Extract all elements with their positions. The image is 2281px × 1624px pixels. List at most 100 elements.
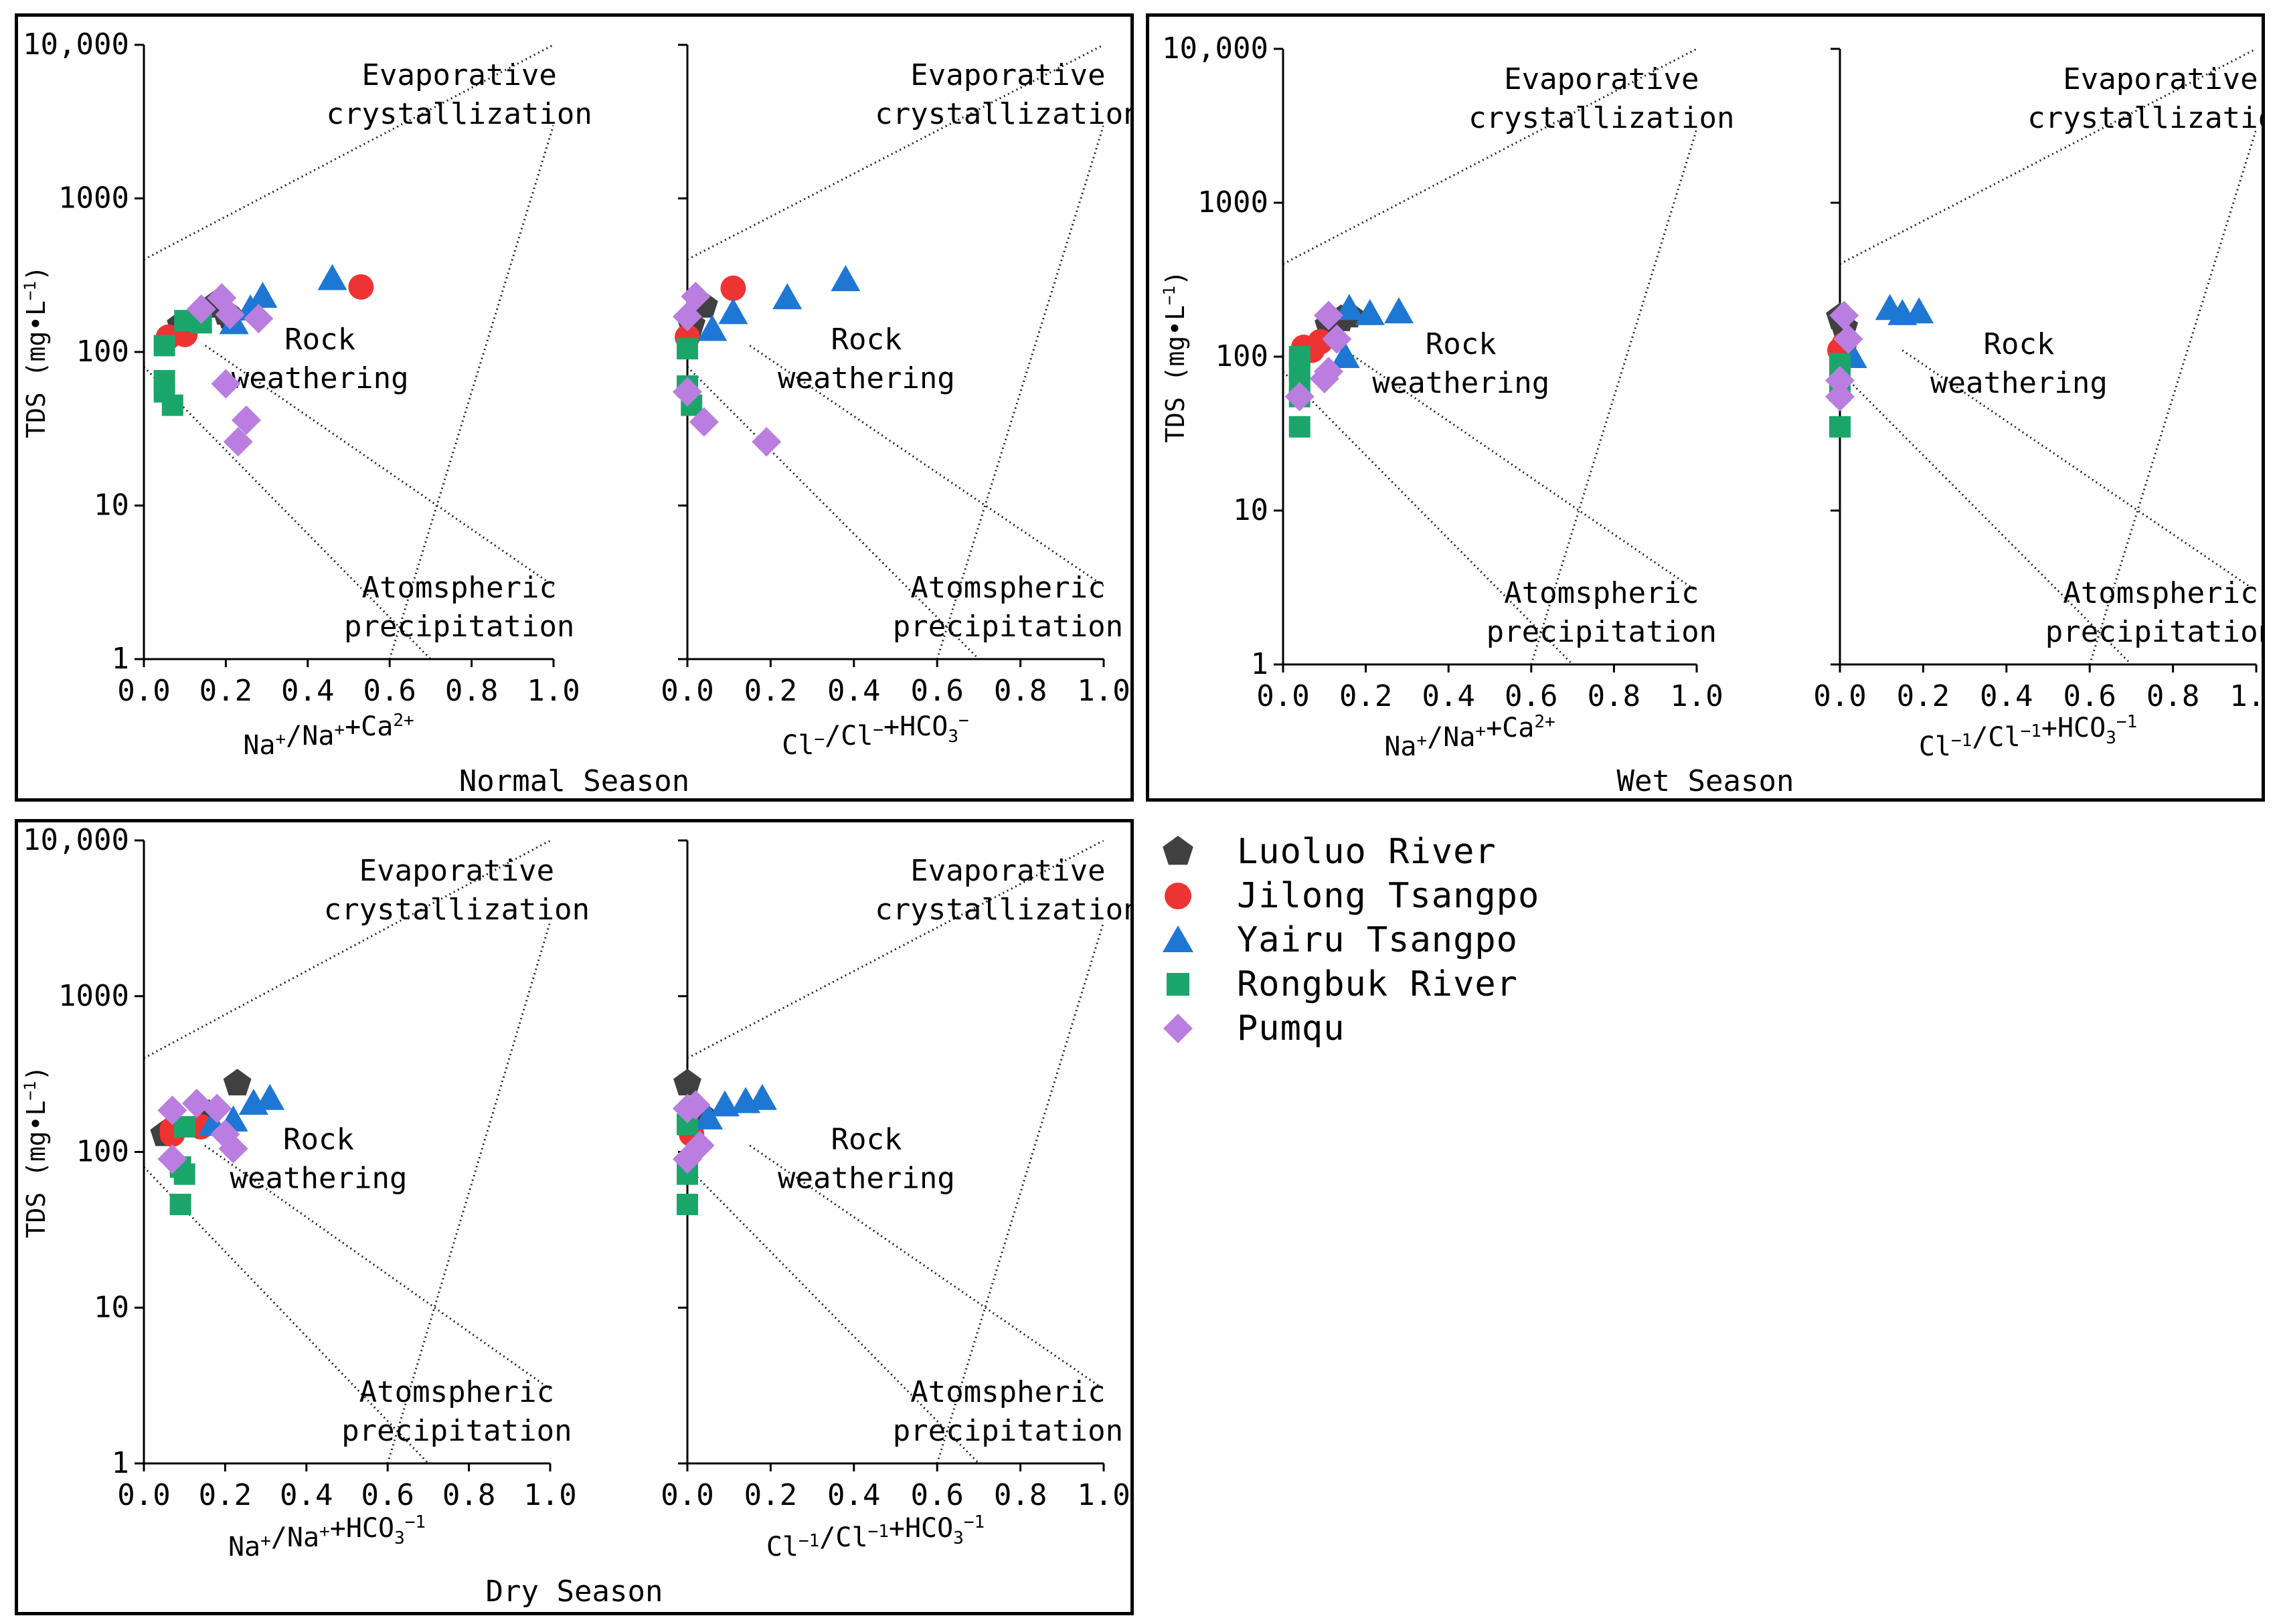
series-rongbuk-river [153, 310, 212, 416]
data-point [1313, 300, 1343, 331]
x-tick-label: 0.2 [1897, 679, 1950, 713]
y-axis-label: TDS (mg•L−1) [21, 1066, 51, 1239]
x-tick-label: 0.4 [280, 1478, 333, 1512]
x-tick-label: 0.2 [744, 1478, 797, 1512]
data-point [1322, 324, 1352, 354]
region-label-precipitation: precipitation [344, 610, 574, 644]
y-tick-label: 10,000 [23, 823, 129, 857]
triangle-marker-icon [1163, 925, 1193, 952]
region-label-precipitation: precipitation [893, 610, 1123, 644]
region-label-evaporative: Evaporative [1504, 62, 1699, 96]
data-point [317, 264, 347, 290]
boundary-line-2 [1344, 349, 1697, 592]
x-tick-label: 0.2 [199, 674, 252, 708]
data-point [1330, 342, 1360, 368]
boundary-line-2 [749, 345, 1104, 587]
data-point [1825, 381, 1855, 412]
data-point [673, 302, 702, 332]
data-point [348, 274, 374, 300]
data-point [1384, 297, 1414, 324]
region-label-weathering: weathering [778, 361, 955, 395]
x-tick-label: 0.8 [1588, 679, 1640, 713]
dry-season-chart: 0.0 0.2 0.4 0.6 0.8 1.0 1 10 100 1000 10,000 TDS (m… [21, 823, 1130, 1562]
data-point [720, 275, 746, 301]
season-title-dry: Dry Season [485, 1574, 663, 1609]
region-label-precipitation: precipitation [1487, 615, 1717, 649]
data-point [689, 407, 719, 437]
region-label-evaporative: Evaporative [2063, 62, 2258, 96]
data-point [1829, 416, 1851, 438]
legend-label: Luoluo River [1237, 832, 1497, 872]
series-pumqu [1825, 300, 1863, 412]
region-label-atmospheric: Atomspheric [362, 571, 557, 605]
x-axis-label: Cl−1/Cl−1+HCO3−1 [1919, 712, 2137, 762]
boundary-line-1 [1283, 371, 1574, 664]
data-point [1288, 416, 1311, 438]
legend-item-jilong-tsangpo: Jilong Tsangpo [1158, 874, 1539, 918]
boundary-line-2 [204, 345, 554, 587]
x-tick-label: 0.8 [2146, 679, 2199, 713]
x-tick-label: 0.6 [910, 1478, 963, 1512]
region-label-evaporative: Evaporative [910, 58, 1105, 92]
series-pumqu [1284, 300, 1352, 412]
pentagon-marker-icon [1163, 836, 1193, 865]
data-point [248, 281, 278, 308]
y-axis-label: TDS (mg•L−1) [21, 266, 51, 438]
data-point [1825, 365, 1855, 395]
region-label-crystallization: crystallization [327, 97, 592, 131]
data-point [1355, 298, 1385, 325]
x-tick-label: 0.4 [1422, 679, 1474, 713]
y-tick-label: 10,000 [1162, 31, 1268, 66]
data-point [1309, 363, 1339, 393]
data-point [255, 1083, 285, 1110]
legend-item-rongbuk-river: Rongbuk River [1158, 962, 1539, 1006]
x-tick-label: 0.2 [1339, 679, 1392, 713]
wet-right-plot: 0.0 0.2 0.4 0.6 0.8 1.0 Cl−1/Cl−1+HCO3−1 Evapor… [1813, 48, 2262, 762]
y-tick-label: 100 [76, 1135, 129, 1169]
series-pumqu [673, 1090, 715, 1174]
boundary-line-3 [386, 921, 550, 1463]
legend-label: Pumqu [1237, 1008, 1345, 1049]
y-tick-label: 100 [76, 335, 129, 369]
region-label-weathering: weathering [230, 1162, 408, 1196]
region-label-crystallization: crystallization [875, 97, 1130, 131]
x-tick-label: 0.8 [445, 674, 498, 708]
x-tick-label: 0.8 [994, 674, 1047, 708]
boundary-line-1 [1840, 371, 2132, 664]
data-point [161, 394, 183, 416]
data-point [1829, 300, 1859, 331]
boundary-line-0 [1840, 49, 2256, 265]
region-label-crystallization: crystallization [324, 893, 590, 927]
region-label-rock: Rock [831, 323, 902, 357]
x-tick-label: 0.6 [1505, 679, 1557, 713]
boundary-line-2 [204, 1144, 550, 1390]
x-tick-label: 0.4 [281, 674, 334, 708]
circle-marker-icon [1165, 883, 1191, 909]
data-point [223, 1069, 252, 1095]
data-point [202, 1093, 232, 1123]
data-point [673, 1093, 702, 1123]
series-pumqu [186, 283, 274, 457]
boundary-line-0 [144, 840, 550, 1059]
region-label-evaporative: Evaporative [362, 58, 557, 92]
data-point [215, 300, 245, 330]
data-point [210, 1119, 240, 1149]
data-point [211, 369, 241, 399]
x-tick-label: 0.0 [1256, 679, 1309, 713]
data-point [181, 1088, 212, 1118]
boundary-lines [687, 840, 1104, 1463]
data-point [709, 1090, 740, 1117]
boundary-line-3 [936, 921, 1104, 1463]
legend-label: Yairu Tsangpo [1237, 920, 1518, 960]
data-point [153, 335, 175, 357]
y-tick-label: 100 [1215, 339, 1268, 373]
region-label-rock: Rock [283, 1123, 354, 1157]
x-tick-label: 0.6 [361, 1478, 414, 1512]
region-label-weathering: weathering [1930, 366, 2108, 400]
x-tick-label: 0.6 [910, 674, 963, 708]
x-tick-label: 0.6 [363, 674, 416, 708]
data-point [1334, 294, 1364, 321]
x-axis-label: Cl−/Cl−+HCO3− [782, 711, 968, 761]
data-point [718, 298, 748, 325]
y-tick-label: 1000 [1197, 185, 1268, 219]
